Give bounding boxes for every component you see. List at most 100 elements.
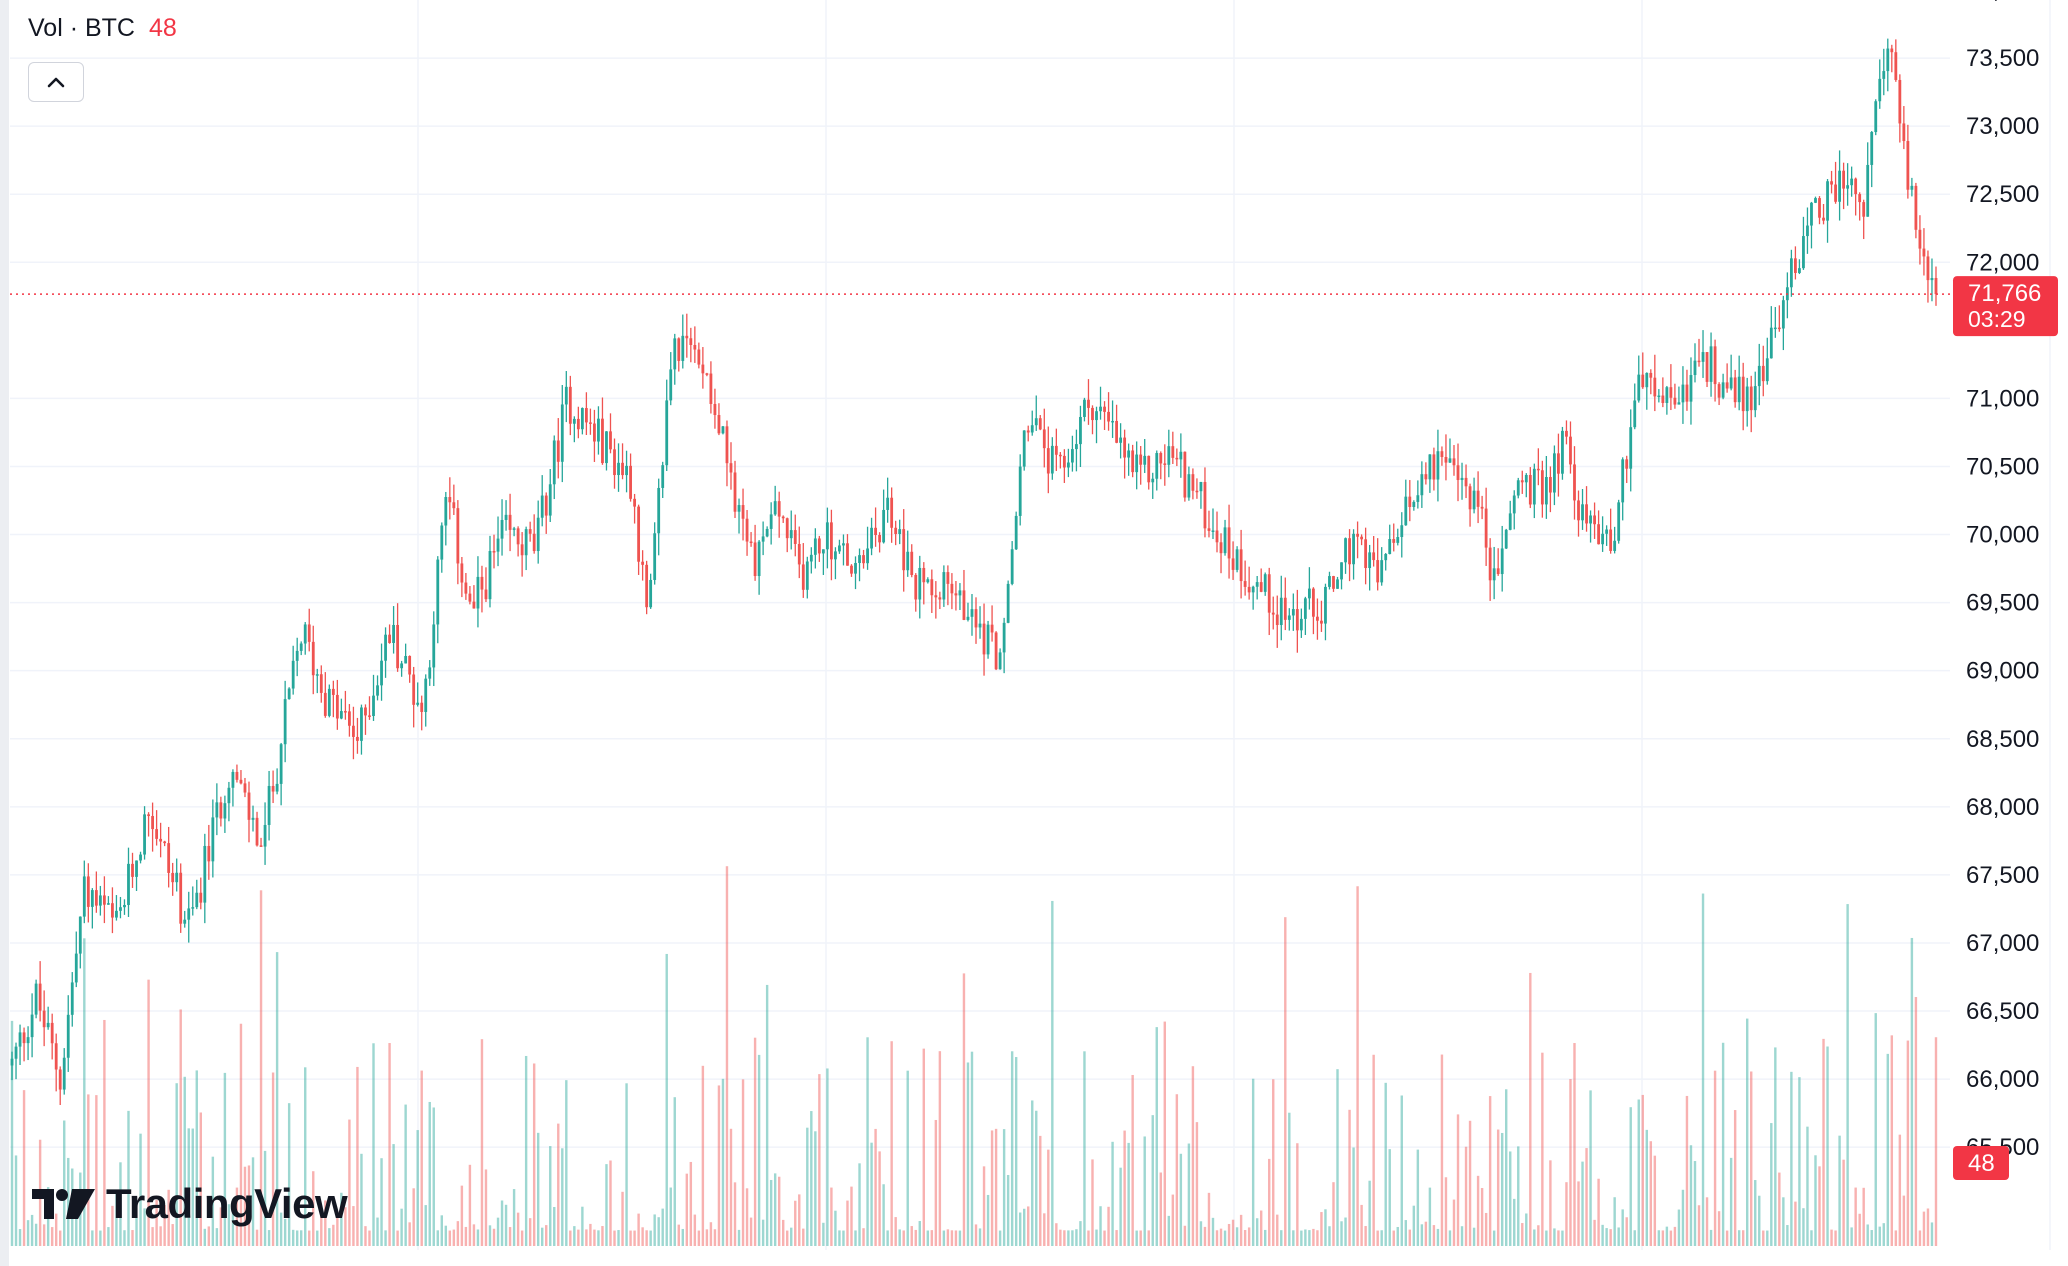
candle-body bbox=[179, 872, 183, 924]
candle-body bbox=[139, 854, 142, 861]
volume-bar bbox=[1577, 1181, 1580, 1246]
candle-body bbox=[183, 919, 187, 924]
collapse-legend-button[interactable] bbox=[28, 62, 84, 102]
volume-bar bbox=[617, 1230, 620, 1246]
volume-bar bbox=[179, 1009, 182, 1246]
candle-body bbox=[1886, 48, 1890, 72]
candle-body bbox=[564, 386, 568, 405]
candle-body bbox=[1143, 455, 1147, 465]
candle-body bbox=[352, 725, 355, 737]
volume-bar bbox=[862, 1228, 865, 1246]
volume-bar bbox=[761, 1219, 765, 1246]
candle-body bbox=[1046, 448, 1050, 474]
volume-bar bbox=[167, 1189, 170, 1246]
volume-bar bbox=[432, 1107, 435, 1246]
volume-bar bbox=[549, 1146, 552, 1246]
candle-body bbox=[1436, 451, 1440, 480]
tradingview-logo[interactable]: TradingView bbox=[32, 1180, 348, 1228]
volume-bar bbox=[1898, 1134, 1902, 1246]
candle-body bbox=[1890, 48, 1894, 53]
candle-body bbox=[1685, 384, 1689, 402]
candle-body bbox=[1585, 504, 1588, 524]
volume-bar bbox=[1488, 1096, 1492, 1246]
volume-bar bbox=[1460, 1226, 1464, 1246]
volume-bar bbox=[1717, 1211, 1721, 1246]
volume-bar bbox=[295, 1230, 299, 1246]
volume-bar bbox=[1553, 1228, 1556, 1246]
volume-bar bbox=[1107, 1206, 1110, 1246]
volume-bar bbox=[259, 890, 263, 1246]
volume-bar bbox=[886, 1230, 889, 1246]
volume-bar bbox=[508, 1227, 512, 1246]
candle-body bbox=[1520, 480, 1524, 483]
volume-bar bbox=[1846, 904, 1849, 1246]
chevron-up-icon bbox=[47, 77, 65, 88]
volume-bar bbox=[1818, 1166, 1821, 1246]
volume-bar bbox=[697, 1230, 701, 1246]
candle-body bbox=[74, 953, 78, 983]
candle-body bbox=[930, 579, 934, 596]
candle-body bbox=[1930, 277, 1934, 281]
last-price-badge-countdown: 03:29 bbox=[1968, 306, 2026, 332]
volume-bar bbox=[227, 1204, 231, 1246]
candle-body bbox=[1259, 582, 1263, 592]
candle-body bbox=[1332, 576, 1335, 589]
volume-bar bbox=[332, 1224, 335, 1246]
volume-bar bbox=[255, 1229, 259, 1246]
volume-bar bbox=[456, 1221, 460, 1246]
volume-bar bbox=[1766, 1230, 1769, 1246]
candle-body bbox=[1613, 540, 1617, 551]
candle-body bbox=[291, 660, 295, 689]
candle-body bbox=[1589, 515, 1592, 524]
volume-bar bbox=[1167, 1215, 1171, 1246]
volume-bar bbox=[729, 1128, 733, 1246]
volume-bar bbox=[1010, 1051, 1014, 1246]
candle-body bbox=[866, 548, 869, 564]
candle-body bbox=[753, 542, 757, 577]
y-axis-tick-label: 68,500 bbox=[1966, 726, 2039, 753]
candle-body bbox=[1561, 430, 1564, 474]
candle-body bbox=[356, 736, 359, 741]
candle-body bbox=[834, 551, 837, 560]
volume-bar bbox=[1163, 1021, 1166, 1246]
volume-bar bbox=[890, 1041, 893, 1246]
volume-bar bbox=[135, 1217, 138, 1246]
candle-body bbox=[187, 908, 191, 920]
volume-bar bbox=[830, 1187, 833, 1246]
candle-body bbox=[693, 344, 697, 350]
candle-body bbox=[954, 593, 958, 596]
candle-body bbox=[1777, 327, 1781, 330]
candle-body bbox=[1155, 453, 1159, 479]
volume-bar bbox=[769, 1179, 773, 1246]
volume-bar bbox=[1227, 1223, 1231, 1246]
candle-body bbox=[159, 838, 163, 842]
candle-body bbox=[914, 574, 918, 600]
candle-body bbox=[199, 892, 203, 903]
candle-body bbox=[1838, 170, 1841, 202]
candle-body bbox=[191, 907, 195, 909]
candle-body bbox=[1781, 300, 1785, 329]
candle-body bbox=[625, 465, 628, 476]
volume-bar bbox=[83, 938, 86, 1246]
candle-body bbox=[697, 349, 701, 365]
candle-body bbox=[1336, 579, 1339, 589]
candle-body bbox=[1749, 386, 1753, 411]
candle-body bbox=[327, 688, 331, 716]
volume-bar bbox=[1934, 1037, 1938, 1246]
candle-body bbox=[1247, 586, 1251, 593]
candle-body bbox=[1179, 451, 1183, 460]
candle-body bbox=[540, 495, 544, 518]
volume-bar bbox=[496, 1217, 500, 1246]
volume-bar bbox=[1239, 1214, 1243, 1246]
candle-body bbox=[1199, 482, 1203, 492]
volume-bar bbox=[211, 1156, 215, 1246]
volume-bar bbox=[802, 1228, 805, 1246]
volume-bar bbox=[239, 1023, 243, 1246]
candle-body bbox=[1854, 178, 1858, 195]
volume-bar bbox=[1424, 1221, 1428, 1246]
candle-body bbox=[1251, 586, 1255, 593]
volume-bar bbox=[790, 1227, 793, 1246]
volume-bar bbox=[115, 1191, 118, 1246]
